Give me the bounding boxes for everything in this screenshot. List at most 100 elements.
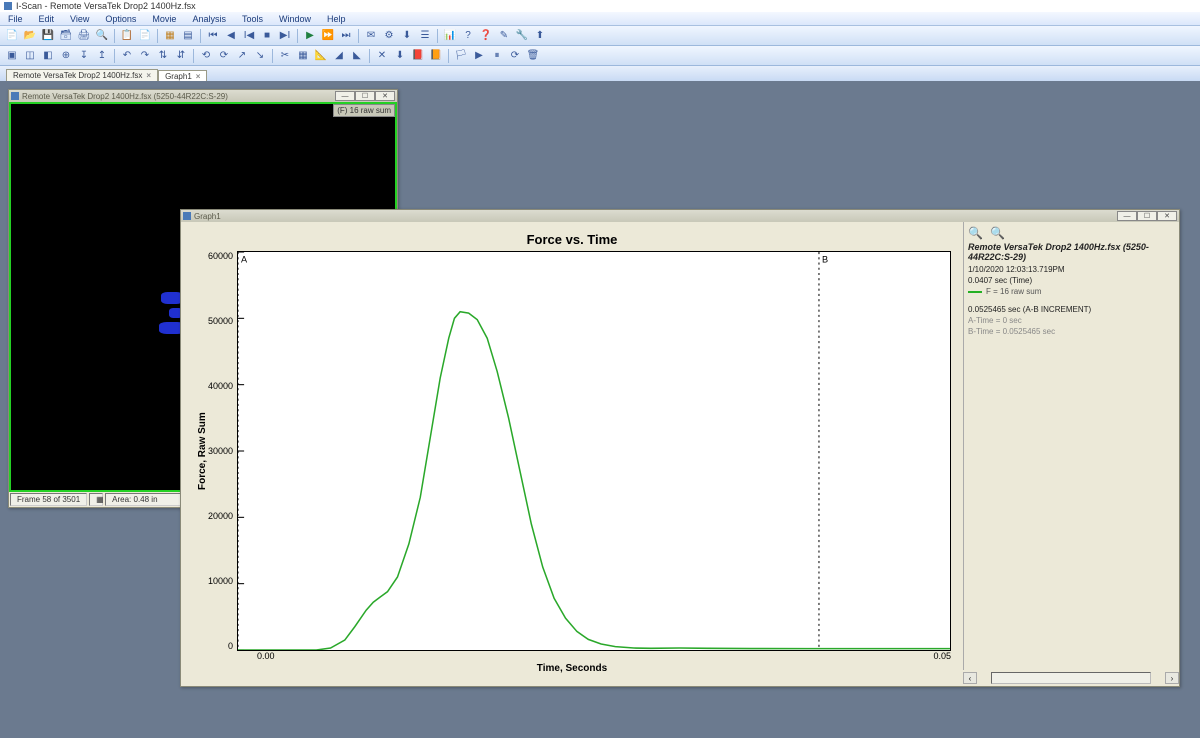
xtick: 0.00 <box>257 651 275 661</box>
t2-s-icon[interactable]: ✕ <box>374 48 390 64</box>
settings-icon[interactable]: ⚙ <box>381 28 397 44</box>
help-icon[interactable]: ? <box>460 28 476 44</box>
toolbar-1: 📄 📂 💾 🗃 🖨 🔍 📋 📄 ▦ ▤ ⏮ ◀ I◀ ■ ▶I ▶ ⏩ ⏭ ✉ … <box>0 26 1200 46</box>
stop-icon[interactable]: ■ <box>259 28 275 44</box>
menu-movie[interactable]: Movie <box>144 14 184 24</box>
t2-f-icon[interactable]: ↥ <box>94 48 110 64</box>
ffwd-icon[interactable]: ⏩ <box>320 28 336 44</box>
menu-options[interactable]: Options <box>97 14 144 24</box>
next-icon[interactable]: ▶I <box>277 28 293 44</box>
grid-icon[interactable]: ▤ <box>180 28 196 44</box>
end-icon[interactable]: ⏭ <box>338 28 354 44</box>
info-scrollbar[interactable]: ‹ › <box>963 670 1179 686</box>
graph-window-titlebar[interactable]: Graph1 — ☐ ✕ <box>181 210 1179 222</box>
x-axis-label: Time, Seconds <box>193 663 951 674</box>
info-filename: Remote VersaTek Drop2 1400Hz.fsx (5250-4… <box>968 242 1175 262</box>
menu-edit[interactable]: Edit <box>31 14 63 24</box>
close-button[interactable]: ✕ <box>375 91 395 101</box>
t2-d-icon[interactable]: ⊕ <box>58 48 74 64</box>
chart-plot-box[interactable]: AB <box>237 251 951 651</box>
toolbar-2: ▣ ◫ ◧ ⊕ ↧ ↥ ↶ ↷ ⇅ ⇵ ⟲ ⟳ ↗ ↘ ✂ ▦ 📐 ◢ ◣ ✕ … <box>0 46 1200 66</box>
sensor-overlay-label: (F) 16 raw sum <box>333 104 395 117</box>
t2-n-icon[interactable]: ↘ <box>252 48 268 64</box>
maximize-button[interactable]: ☐ <box>1137 211 1157 221</box>
tool-c-icon[interactable]: ⬆ <box>532 28 548 44</box>
minimize-button[interactable]: — <box>335 91 355 101</box>
t2-y-icon[interactable]: ⟳ <box>507 48 523 64</box>
t2-t-icon[interactable]: ⬇ <box>392 48 408 64</box>
chart-icon[interactable]: 📊 <box>442 28 458 44</box>
menu-file[interactable]: File <box>0 14 31 24</box>
ytick: 20000 <box>208 511 233 521</box>
paste-icon[interactable]: 📄 <box>137 28 153 44</box>
t2-a-icon[interactable]: ▣ <box>4 48 20 64</box>
info-a-time: A-Time = 0 sec <box>968 315 1175 326</box>
t2-b-icon[interactable]: ◫ <box>22 48 38 64</box>
info-timestamp: 1/10/2020 12:03:13.719PM <box>968 264 1175 275</box>
minimize-button[interactable]: — <box>1117 211 1137 221</box>
play-icon[interactable]: ▶ <box>302 28 318 44</box>
ytick: 10000 <box>208 576 233 586</box>
t2-e-icon[interactable]: ↧ <box>76 48 92 64</box>
zoom-out-icon[interactable]: 🔍 <box>990 226 1007 240</box>
maximize-button[interactable]: ☐ <box>355 91 375 101</box>
t2-z-icon[interactable]: 🗑 <box>525 48 541 64</box>
t2-l-icon[interactable]: ⟳ <box>216 48 232 64</box>
ytick: 0 <box>208 641 233 651</box>
download-icon[interactable]: ⬇ <box>399 28 415 44</box>
legend-swatch-icon <box>968 291 982 293</box>
menu-help[interactable]: Help <box>319 14 354 24</box>
zoom-in-icon[interactable]: 🔍 <box>968 226 985 240</box>
t2-rec-icon[interactable]: 📕 <box>410 48 426 64</box>
t2-w-icon[interactable]: ▶ <box>471 48 487 64</box>
list-icon[interactable]: ☰ <box>417 28 433 44</box>
tab-document[interactable]: Remote VersaTek Drop2 1400Hz.fsx × <box>6 69 158 81</box>
whatsthis-icon[interactable]: ❓ <box>478 28 494 44</box>
graph-info-panel: 🔍 🔍 Remote VersaTek Drop2 1400Hz.fsx (52… <box>963 222 1179 686</box>
prev-icon[interactable]: I◀ <box>241 28 257 44</box>
menu-view[interactable]: View <box>62 14 97 24</box>
tool-a-icon[interactable]: ✎ <box>496 28 512 44</box>
t2-g-icon[interactable]: ↶ <box>119 48 135 64</box>
scroll-left-icon[interactable]: ‹ <box>963 672 977 684</box>
t2-m-icon[interactable]: ↗ <box>234 48 250 64</box>
t2-x-icon[interactable]: ⏸ <box>489 48 505 64</box>
preview-icon[interactable]: 🔍 <box>94 28 110 44</box>
t2-j-icon[interactable]: ⇵ <box>173 48 189 64</box>
menu-window[interactable]: Window <box>271 14 319 24</box>
t2-q-icon[interactable]: ◢ <box>331 48 347 64</box>
t2-o-icon[interactable]: ✂ <box>277 48 293 64</box>
t2-v-icon[interactable]: 🏳 <box>453 48 469 64</box>
chart-area: Force vs. Time Force, Raw Sum 60000 5000… <box>181 222 963 686</box>
save-icon[interactable]: 💾 <box>40 28 56 44</box>
info-increment: 0.0525465 sec (A-B INCREMENT) <box>968 304 1175 315</box>
t2-c-icon[interactable]: ◧ <box>40 48 56 64</box>
scroll-track[interactable] <box>991 672 1151 684</box>
tab-label: Remote VersaTek Drop2 1400Hz.fsx <box>13 71 142 80</box>
mail-icon[interactable]: ✉ <box>363 28 379 44</box>
t2-h-icon[interactable]: ↷ <box>137 48 153 64</box>
tab-close-icon[interactable]: × <box>146 71 151 80</box>
open-icon[interactable]: 📂 <box>22 28 38 44</box>
new-icon[interactable]: 📄 <box>4 28 20 44</box>
menu-analysis[interactable]: Analysis <box>184 14 234 24</box>
tool-b-icon[interactable]: 🔧 <box>514 28 530 44</box>
copy-icon[interactable]: 📋 <box>119 28 135 44</box>
print-icon[interactable]: 🖨 <box>76 28 92 44</box>
t2-k-icon[interactable]: ⟲ <box>198 48 214 64</box>
stepback-icon[interactable]: ◀ <box>223 28 239 44</box>
sensor-window-titlebar[interactable]: Remote VersaTek Drop2 1400Hz.fsx (5250-4… <box>9 90 397 102</box>
tab-close-icon[interactable]: × <box>196 72 201 81</box>
close-button[interactable]: ✕ <box>1157 211 1177 221</box>
palette-icon[interactable]: ▦ <box>162 28 178 44</box>
t2-u-icon[interactable]: 📙 <box>428 48 444 64</box>
saveall-icon[interactable]: 🗃 <box>58 28 74 44</box>
status-icon: ▦ <box>89 493 103 506</box>
scroll-right-icon[interactable]: › <box>1165 672 1179 684</box>
rewind-icon[interactable]: ⏮ <box>205 28 221 44</box>
t2-p-icon[interactable]: 📐 <box>313 48 329 64</box>
t2-i-icon[interactable]: ⇅ <box>155 48 171 64</box>
t2-r-icon[interactable]: ◣ <box>349 48 365 64</box>
menu-tools[interactable]: Tools <box>234 14 271 24</box>
t2-grid-icon[interactable]: ▦ <box>295 48 311 64</box>
